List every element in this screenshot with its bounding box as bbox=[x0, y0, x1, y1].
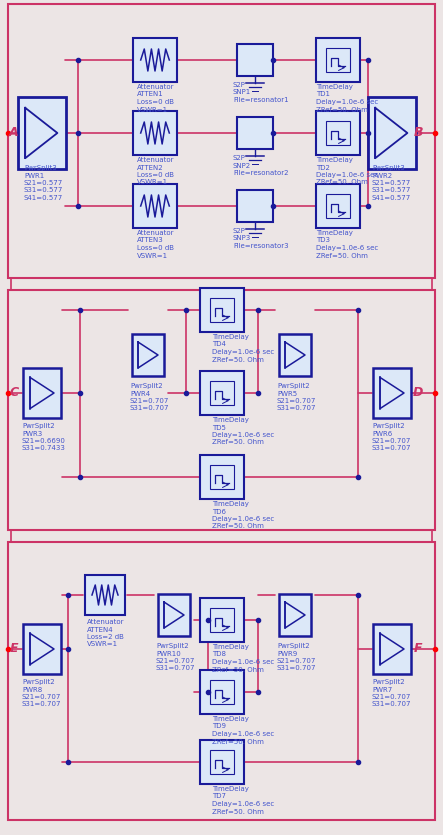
Bar bbox=[316, 111, 360, 155]
Bar bbox=[326, 121, 350, 145]
Bar bbox=[237, 190, 273, 222]
Bar bbox=[326, 194, 350, 218]
Bar bbox=[279, 334, 311, 376]
Bar bbox=[23, 624, 61, 674]
Bar bbox=[210, 381, 234, 405]
Bar bbox=[373, 367, 411, 418]
Text: Attenuator
ATTEN4
Loss=2 dB
VSWR=1: Attenuator ATTEN4 Loss=2 dB VSWR=1 bbox=[87, 619, 124, 647]
Text: PwrSplit2
PWR8
S21=0.707
S31=0.707: PwrSplit2 PWR8 S21=0.707 S31=0.707 bbox=[22, 679, 62, 707]
Text: S2P
SNP3
File=resonator3: S2P SNP3 File=resonator3 bbox=[233, 228, 289, 249]
Text: PwrSplit2
PWR3
S21=0.6690
S31=0.7433: PwrSplit2 PWR3 S21=0.6690 S31=0.7433 bbox=[22, 423, 66, 452]
Bar bbox=[18, 97, 66, 170]
Bar bbox=[8, 542, 435, 820]
Bar bbox=[237, 43, 273, 76]
Text: E: E bbox=[10, 642, 18, 655]
Bar bbox=[200, 371, 244, 415]
Text: Attenuator
ATTEN2
Loss=0 dB
VSWR=1: Attenuator ATTEN2 Loss=0 dB VSWR=1 bbox=[137, 157, 175, 185]
Text: PwrSplit2
PWR5
S21=0.707
S31=0.707: PwrSplit2 PWR5 S21=0.707 S31=0.707 bbox=[277, 383, 316, 412]
Text: TimeDelay
TD8
Delay=1.0e-6 sec
ZRef=50. Ohm: TimeDelay TD8 Delay=1.0e-6 sec ZRef=50. … bbox=[212, 644, 274, 672]
Text: PwrSplit2
PWR4
S21=0.707
S31=0.707: PwrSplit2 PWR4 S21=0.707 S31=0.707 bbox=[130, 383, 170, 412]
Bar bbox=[23, 367, 61, 418]
Text: B: B bbox=[413, 126, 423, 139]
Bar bbox=[85, 575, 125, 615]
Bar bbox=[200, 670, 244, 714]
Text: PwrSplit2
PWR9
S21=0.707
S31=0.707: PwrSplit2 PWR9 S21=0.707 S31=0.707 bbox=[277, 643, 316, 671]
Bar bbox=[8, 290, 435, 530]
Text: TimeDelay
TD4
Delay=1.0e-6 sec
ZRef=50. Ohm: TimeDelay TD4 Delay=1.0e-6 sec ZRef=50. … bbox=[212, 334, 274, 362]
Bar bbox=[133, 38, 177, 82]
Text: TimeDelay
TD1
Delay=1.0e-6 sec
ZRef=50. Ohm: TimeDelay TD1 Delay=1.0e-6 sec ZRef=50. … bbox=[316, 84, 378, 113]
Bar bbox=[316, 184, 360, 228]
Bar bbox=[326, 48, 350, 72]
Text: TimeDelay
TD6
Delay=1.0e-6 sec
ZRef=50. Ohm: TimeDelay TD6 Delay=1.0e-6 sec ZRef=50. … bbox=[212, 501, 274, 529]
Bar bbox=[279, 594, 311, 636]
Bar bbox=[200, 455, 244, 499]
Text: TimeDelay
TD2
Delay=1.0e-6 sec
ZRef=50. Ohm: TimeDelay TD2 Delay=1.0e-6 sec ZRef=50. … bbox=[316, 157, 378, 185]
Text: A: A bbox=[9, 126, 19, 139]
Text: PwrSplit2
PWR6
S21=0.707
S31=0.707: PwrSplit2 PWR6 S21=0.707 S31=0.707 bbox=[372, 423, 412, 452]
Text: TimeDelay
TD5
Delay=1.0e-6 sec
ZRef=50. Ohm: TimeDelay TD5 Delay=1.0e-6 sec ZRef=50. … bbox=[212, 417, 274, 446]
Bar bbox=[158, 594, 190, 636]
Bar bbox=[8, 4, 435, 278]
Text: D: D bbox=[413, 387, 423, 399]
Bar bbox=[368, 97, 416, 170]
Text: Attenuator
ATTEN1
Loss=0 dB
VSWR=1: Attenuator ATTEN1 Loss=0 dB VSWR=1 bbox=[137, 84, 175, 113]
Bar bbox=[210, 608, 234, 632]
Bar bbox=[210, 465, 234, 489]
Text: Attenuator
ATTEN3
Loss=0 dB
VSWR=1: Attenuator ATTEN3 Loss=0 dB VSWR=1 bbox=[137, 230, 175, 259]
Bar bbox=[200, 598, 244, 642]
Text: PwrSplit3
PWR1
S21=0.577
S31=0.577
S41=0.577: PwrSplit3 PWR1 S21=0.577 S31=0.577 S41=0… bbox=[24, 165, 63, 201]
Bar bbox=[210, 750, 234, 774]
Text: TimeDelay
TD3
Delay=1.0e-6 sec
ZRef=50. Ohm: TimeDelay TD3 Delay=1.0e-6 sec ZRef=50. … bbox=[316, 230, 378, 259]
Bar bbox=[316, 38, 360, 82]
Bar bbox=[133, 184, 177, 228]
Bar bbox=[200, 288, 244, 332]
Text: S2P
SNP2
File=resonator2: S2P SNP2 File=resonator2 bbox=[233, 155, 288, 176]
Bar bbox=[373, 624, 411, 674]
Bar bbox=[200, 740, 244, 784]
Bar bbox=[132, 334, 164, 376]
Bar bbox=[210, 680, 234, 704]
Text: C: C bbox=[9, 387, 19, 399]
Text: F: F bbox=[414, 642, 422, 655]
Text: PwrSplit3
PWR2
S21=0.577
S31=0.577
S41=0.577: PwrSplit3 PWR2 S21=0.577 S31=0.577 S41=0… bbox=[372, 165, 412, 201]
Text: PwrSplit2
PWR10
S21=0.707
S31=0.707: PwrSplit2 PWR10 S21=0.707 S31=0.707 bbox=[156, 643, 195, 671]
Text: TimeDelay
TD9
Delay=1.0e-6 sec
ZRef=50. Ohm: TimeDelay TD9 Delay=1.0e-6 sec ZRef=50. … bbox=[212, 716, 274, 745]
Bar bbox=[133, 111, 177, 155]
Text: PwrSplit2
PWR7
S21=0.707
S31=0.707: PwrSplit2 PWR7 S21=0.707 S31=0.707 bbox=[372, 679, 412, 707]
Text: S2P
SNP1
File=resonator1: S2P SNP1 File=resonator1 bbox=[233, 82, 289, 103]
Text: TimeDelay
TD7
Delay=1.0e-6 sec
ZRef=50. Ohm: TimeDelay TD7 Delay=1.0e-6 sec ZRef=50. … bbox=[212, 786, 274, 814]
Bar bbox=[210, 298, 234, 322]
Bar bbox=[237, 117, 273, 149]
